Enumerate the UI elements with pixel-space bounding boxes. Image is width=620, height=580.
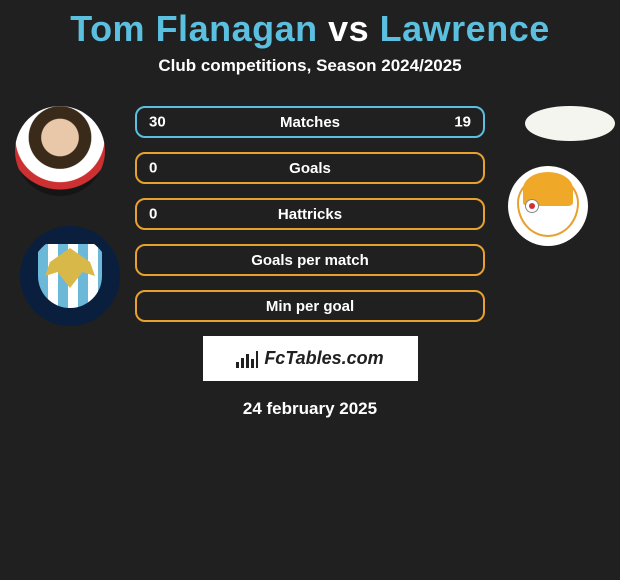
stat-label: Goals [289, 160, 331, 177]
face-placeholder-icon [15, 106, 105, 196]
stat-label: Min per goal [266, 298, 354, 315]
credit-box: FcTables.com [203, 336, 418, 381]
club-badge-left [20, 226, 120, 326]
player-right-photo [525, 106, 615, 141]
subtitle: Club competitions, Season 2024/2025 [0, 56, 620, 76]
stat-label: Hattricks [278, 206, 342, 223]
player-left-photo [15, 106, 105, 196]
credit-text: FcTables.com [264, 348, 383, 369]
date-label: 24 february 2025 [0, 399, 620, 419]
stat-label: Goals per match [251, 252, 369, 269]
club-badge-right [508, 166, 588, 246]
stat-left-value: 0 [149, 206, 157, 223]
stat-right-value: 19 [454, 114, 471, 131]
comparison-panel: 30 Matches 19 0 Goals 0 Hattricks Goals … [0, 106, 620, 419]
stat-row-goals-per-match: Goals per match [135, 244, 485, 276]
colchester-united-icon [20, 226, 120, 326]
stat-row-min-per-goal: Min per goal [135, 290, 485, 322]
title-player1: Tom Flanagan [70, 8, 317, 49]
stat-row-matches: 30 Matches 19 [135, 106, 485, 138]
stat-row-hattricks: 0 Hattricks [135, 198, 485, 230]
mini-bars [236, 350, 258, 368]
title-player2: Lawrence [380, 8, 550, 49]
page-title: Tom Flanagan vs Lawrence [0, 0, 620, 50]
stat-row-goals: 0 Goals [135, 152, 485, 184]
stats-table: 30 Matches 19 0 Goals 0 Hattricks Goals … [135, 106, 485, 322]
stat-left-value: 0 [149, 160, 157, 177]
mk-dons-icon [517, 175, 579, 237]
stat-left-value: 30 [149, 114, 166, 131]
bar-chart-icon [236, 350, 258, 368]
title-vs: vs [318, 8, 380, 49]
stat-label: Matches [280, 114, 340, 131]
